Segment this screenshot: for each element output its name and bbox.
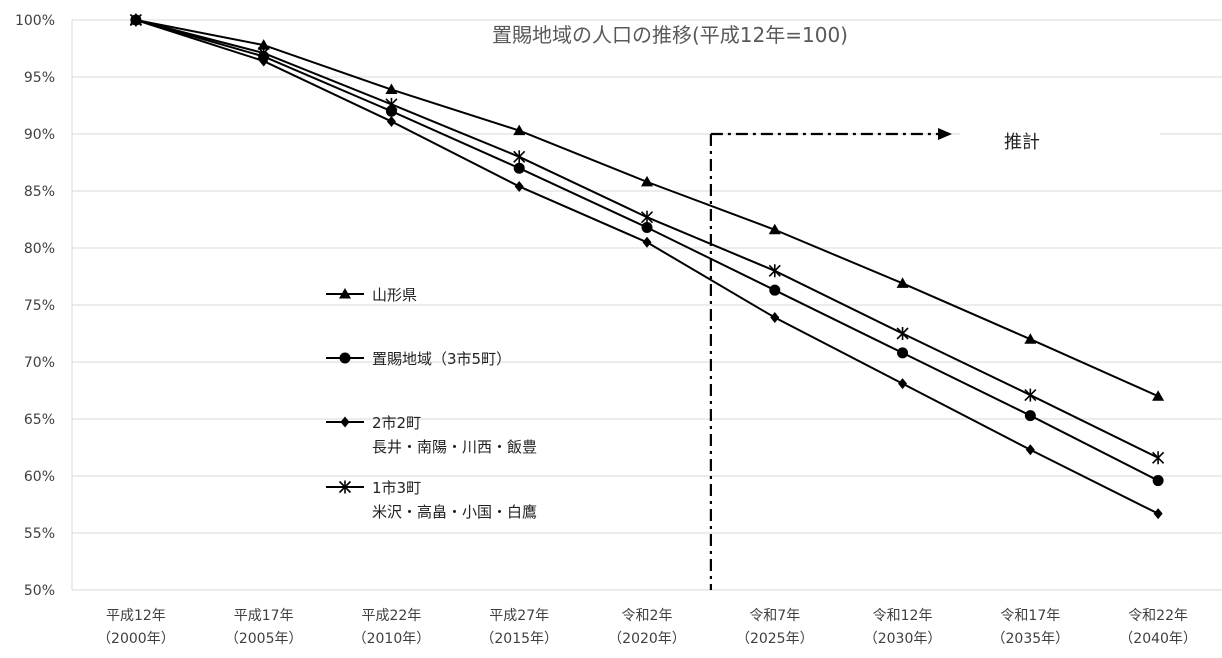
data-point <box>770 312 780 324</box>
data-point <box>897 347 909 359</box>
legend-marker <box>340 416 350 428</box>
y-tick-label: 95% <box>24 70 55 86</box>
legend-marker <box>338 480 352 494</box>
x-tick-label: 平成17年 <box>234 608 294 624</box>
data-point <box>768 223 781 235</box>
legend-marker <box>339 352 351 364</box>
x-tick-label: （2030年） <box>864 631 942 647</box>
data-point <box>257 46 270 60</box>
x-tick-label: 令和12年 <box>873 608 933 624</box>
data-point <box>896 277 909 288</box>
series-line <box>135 19 1159 482</box>
data-point <box>641 175 653 187</box>
y-tick-label: 60% <box>24 469 55 485</box>
data-point <box>386 115 396 127</box>
data-point <box>1024 410 1036 422</box>
data-point <box>513 124 526 136</box>
y-tick-label: 100% <box>15 13 55 29</box>
y-tick-label: 90% <box>24 127 55 143</box>
x-tick-label: （2005年） <box>225 631 303 647</box>
data-point <box>641 221 653 233</box>
data-point <box>385 97 398 111</box>
x-tick-label: （2020年） <box>608 631 686 647</box>
data-point <box>768 264 781 278</box>
series-line <box>135 19 1159 515</box>
x-tick-label: （2015年） <box>480 631 558 647</box>
legend-label: 米沢・高畠・小国・白鷹 <box>372 503 537 521</box>
forecast-annotation: 推計 <box>709 118 1160 590</box>
data-point <box>1024 333 1037 344</box>
data-point <box>769 284 781 296</box>
forecast-arrow-head <box>938 128 952 140</box>
y-tick-label: 80% <box>24 241 55 257</box>
series-line <box>135 19 1159 398</box>
y-tick-label: 85% <box>24 184 55 200</box>
data-point <box>640 210 654 224</box>
y-tick-label: 65% <box>24 412 55 428</box>
chart-title: 置賜地域の人口の推移(平成12年=100) <box>492 23 848 47</box>
x-tick-label: 平成27年 <box>489 608 549 624</box>
y-tick-label: 75% <box>24 298 55 314</box>
x-tick-label: （2000年） <box>97 631 175 647</box>
x-tick-label: 令和22年 <box>1128 608 1188 624</box>
series-1 <box>129 14 1165 401</box>
data-point <box>1152 475 1164 487</box>
y-tick-label: 70% <box>24 355 55 371</box>
legend-label: 山形県 <box>372 286 417 304</box>
x-tick-label: （2010年） <box>353 631 431 647</box>
data-point <box>385 105 397 117</box>
data-point <box>642 236 652 248</box>
data-point <box>1153 508 1163 520</box>
data-point <box>896 327 909 340</box>
forecast-label: 推計 <box>1004 132 1040 153</box>
x-tick-label: （2040年） <box>1119 631 1197 647</box>
legend-item: 山形県 <box>326 286 417 304</box>
data-point <box>513 150 526 164</box>
x-tick-label: 令和2年 <box>622 608 673 624</box>
legend-label: 2市2町 <box>372 414 421 432</box>
gridlines <box>71 19 1222 591</box>
series-4 <box>129 13 1165 465</box>
x-tick-label: 平成12年 <box>106 608 166 624</box>
data-point <box>257 39 270 50</box>
data-point <box>1025 444 1035 456</box>
data-point <box>259 55 269 67</box>
data-point <box>1152 451 1165 465</box>
series-3 <box>131 14 1163 520</box>
legend-label: 置賜地域（3市5町） <box>372 350 511 368</box>
legend-marker <box>339 288 351 299</box>
data-point <box>513 162 525 174</box>
y-tick-label: 50% <box>24 583 55 599</box>
data-point <box>129 13 142 27</box>
x-tick-label: （2025年） <box>736 631 814 647</box>
data-point <box>385 83 398 95</box>
series-2 <box>130 14 1164 487</box>
x-tick-label: 令和17年 <box>1000 608 1060 624</box>
x-tick-label: 令和7年 <box>749 608 800 624</box>
legend-label: 1市3町 <box>372 479 421 497</box>
y-tick-label: 55% <box>24 526 55 542</box>
data-point <box>898 378 908 390</box>
annotation-backing <box>960 118 1160 150</box>
x-tick-label: （2035年） <box>992 631 1070 647</box>
data-point <box>514 180 524 192</box>
data-point <box>1024 388 1037 402</box>
x-tick-label: 平成22年 <box>362 608 422 624</box>
series-lines <box>129 13 1165 520</box>
data-point <box>1152 390 1165 401</box>
legend-label: 長井・南陽・川西・飯豊 <box>372 438 537 456</box>
axis-ticks: 100% 95% 90% 85% 80% 75% 70% 65% 60% 55% 50% 平成12年 （… <box>15 13 1197 647</box>
legend-item: 置賜地域（3市5町） <box>326 350 511 368</box>
